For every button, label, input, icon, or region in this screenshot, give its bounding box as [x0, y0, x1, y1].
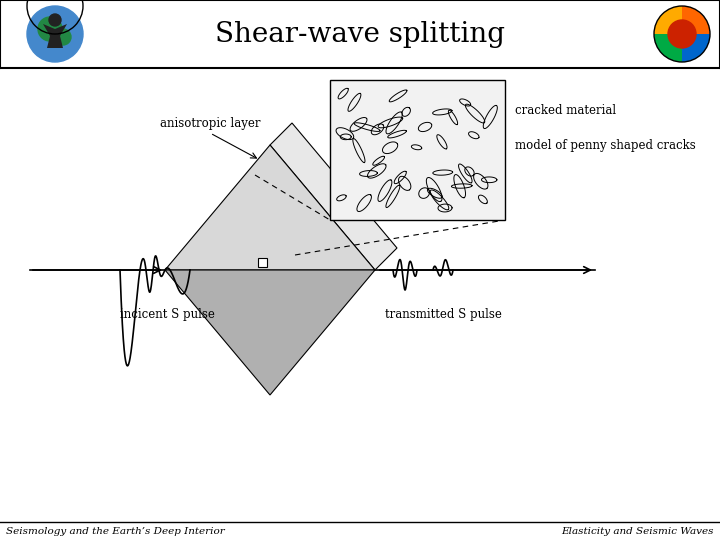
- Circle shape: [27, 6, 83, 62]
- Polygon shape: [270, 123, 397, 270]
- Text: Elasticity and Seismic Waves: Elasticity and Seismic Waves: [562, 526, 714, 536]
- Bar: [258, 258, 266, 267]
- Text: incicent S pulse: incicent S pulse: [120, 308, 215, 321]
- Circle shape: [49, 14, 61, 26]
- Bar: [0, 522, 720, 540]
- Text: anisotropic layer: anisotropic layer: [160, 117, 260, 130]
- Circle shape: [38, 17, 62, 41]
- Text: Seismology and the Earth’s Deep Interior: Seismology and the Earth’s Deep Interior: [6, 526, 225, 536]
- Bar: [0, 0, 720, 68]
- Polygon shape: [654, 6, 682, 34]
- Text: Shear-wave splitting: Shear-wave splitting: [215, 21, 505, 48]
- Polygon shape: [682, 34, 710, 62]
- Circle shape: [55, 29, 71, 45]
- Bar: [330, 80, 505, 220]
- Polygon shape: [43, 24, 67, 48]
- Text: model of penny shaped cracks: model of penny shaped cracks: [515, 138, 696, 152]
- Polygon shape: [165, 270, 375, 395]
- Polygon shape: [654, 34, 682, 62]
- Text: cracked material: cracked material: [515, 104, 616, 117]
- Polygon shape: [165, 145, 375, 270]
- Circle shape: [668, 20, 696, 48]
- Polygon shape: [682, 6, 710, 34]
- Text: transmitted S pulse: transmitted S pulse: [385, 308, 502, 321]
